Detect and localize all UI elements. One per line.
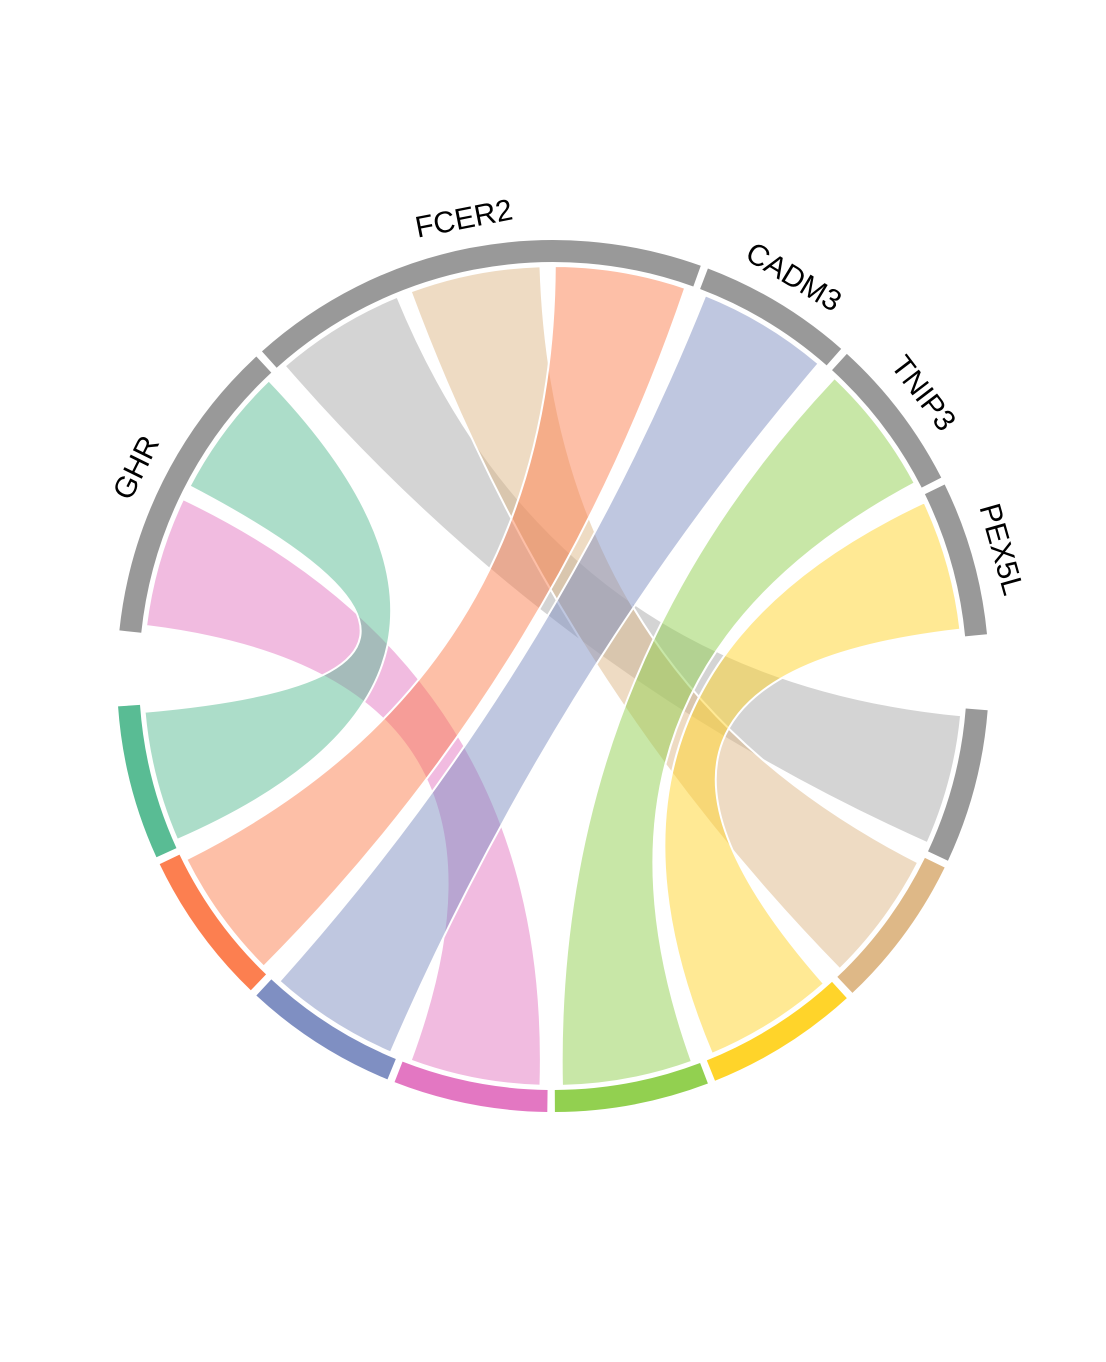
target-arc-0 — [927, 708, 988, 861]
chord-ribbon-ghr-7 — [143, 379, 393, 842]
target-arc-7 — [118, 704, 177, 858]
target-arc-5 — [256, 979, 396, 1080]
target-arc-3 — [554, 1062, 708, 1112]
gene-arc-fcer2 — [261, 240, 701, 368]
ribbon-layer — [143, 264, 963, 1087]
arc-layer — [118, 240, 988, 1112]
target-arc-2 — [706, 981, 847, 1081]
target-arc-4 — [394, 1061, 548, 1112]
chord-ribbon-fcer2-6 — [184, 264, 687, 968]
chord-ribbon-cadm3-5 — [277, 294, 821, 1054]
chord-ribbon-pex5l-2 — [663, 500, 962, 1056]
gene-label-fcer2: FCER2 — [412, 193, 515, 244]
gene-label-pex5l: PEX5L — [972, 500, 1029, 599]
gene-arc-ghr — [119, 356, 272, 633]
gene-arc-pex5l — [924, 484, 987, 637]
gene-arc-cadm3 — [700, 268, 842, 366]
target-arc-1 — [837, 857, 945, 993]
chord-ribbon-tnip3-3 — [560, 376, 917, 1087]
target-arc-6 — [159, 854, 267, 991]
gene-arc-tnip3 — [831, 353, 942, 488]
